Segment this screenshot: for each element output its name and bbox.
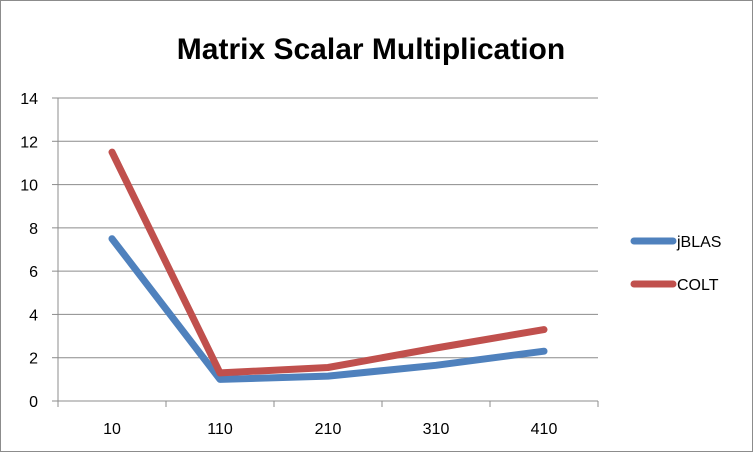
legend: jBLAS COLT [630, 234, 721, 294]
y-tick-label-6: 6 [29, 264, 38, 281]
x-tick-label-110: 110 [207, 421, 233, 438]
gridlines [58, 97, 598, 359]
x-tick-label-310: 310 [423, 421, 450, 438]
y-tick-label-14: 14 [20, 91, 38, 108]
series-line-colt [108, 148, 548, 377]
y-tick-label-2: 2 [29, 351, 38, 368]
x-tick-labels: 10 110 210 310 410 [103, 421, 557, 438]
y-tick-labels: 0 2 4 6 8 10 12 14 [20, 91, 38, 411]
chart-title: Matrix Scalar Multiplication [177, 33, 565, 66]
y-tick-label-10: 10 [20, 178, 38, 195]
series-lines [108, 148, 548, 383]
x-tick-label-210: 210 [315, 421, 342, 438]
x-tick-label-410: 410 [531, 421, 558, 438]
y-tick-label-8: 8 [29, 221, 38, 238]
series-line-jblas [108, 235, 548, 383]
legend-label-jblas: jBLAS [676, 234, 721, 251]
axes [52, 97, 599, 407]
y-tick-label-0: 0 [29, 394, 38, 411]
y-tick-label-12: 12 [20, 134, 38, 151]
legend-label-colt: COLT [677, 277, 719, 294]
y-tick-label-4: 4 [29, 307, 38, 324]
x-tick-label-10: 10 [103, 421, 121, 438]
